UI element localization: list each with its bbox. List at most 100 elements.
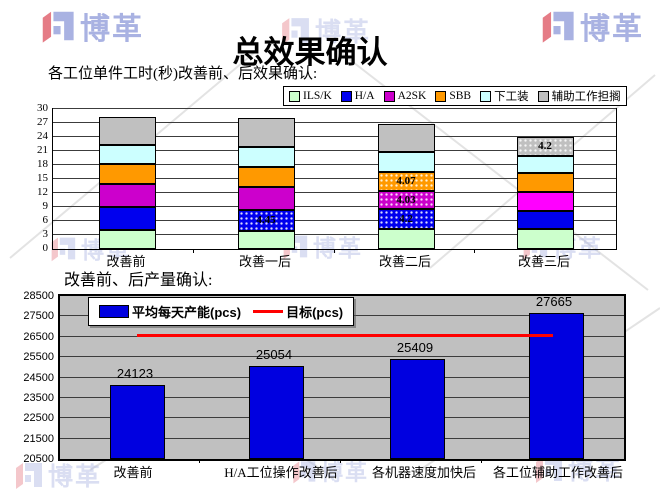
legend-label: 平均每天产能(pcs) [132, 305, 242, 320]
y-tick-label: 3 [42, 228, 49, 240]
bar-segment [237, 146, 295, 167]
bar-segment [98, 229, 156, 249]
bar-segment [98, 116, 156, 145]
bar-segment [516, 228, 574, 249]
legend-item: SBB [435, 90, 471, 102]
gridline [53, 220, 616, 221]
watermark-logo-7: 博革 [532, 451, 622, 487]
top-chart-y-axis: 0 3 6 9 12 15 18 21 24 27 30 [14, 102, 49, 254]
bar-segment: 4.2 [516, 136, 574, 157]
x-category-label: 改善二后 [378, 254, 431, 269]
x-axis-tick [481, 459, 482, 463]
gridline [53, 136, 616, 137]
boge-logo-icon [536, 457, 562, 483]
legend-item-capacity: 平均每天产能(pcs) [99, 302, 241, 321]
boge-logo-text: 博革 [48, 463, 103, 491]
legend-label: ILS/K [303, 90, 332, 102]
legend-label: SBB [449, 90, 472, 102]
x-category-label: 改善三后 [517, 254, 570, 269]
legend-item: 下工装 [480, 88, 529, 104]
watermark-logo-5: 博革 [12, 457, 102, 493]
legend-label: 目标(pcs) [286, 305, 344, 320]
legend-swatch [537, 90, 549, 102]
segment-value-label: 4.45 [256, 214, 276, 227]
x-axis-tick [340, 459, 341, 463]
bottom-chart-y-axis: 20500 21500 22500 23500 24500 25500 26500 27500… [8, 290, 54, 465]
y-tick-label: 21500 [23, 432, 54, 445]
y-tick-label: 18 [37, 158, 48, 170]
y-tick-label: 0 [42, 242, 49, 254]
y-tick-label: 15 [37, 172, 48, 184]
y-tick-label: 21 [37, 144, 48, 156]
boge-logo-text: 博革 [321, 460, 370, 485]
bar-segment [237, 187, 295, 211]
gridline [53, 122, 616, 123]
y-tick-label: 25500 [23, 351, 54, 364]
y-tick-label: 24500 [23, 371, 54, 384]
legend-swatch [340, 90, 352, 102]
target-line [137, 333, 553, 337]
gridline [53, 206, 616, 207]
gridline [53, 150, 616, 151]
x-axis-tick [333, 249, 335, 253]
boge-logo-text: 博革 [568, 457, 623, 485]
capacity-bar [248, 366, 304, 459]
bar-segment [377, 228, 435, 249]
legend-item: A2SK [383, 90, 427, 102]
boge-logo-text: 博革 [580, 13, 644, 46]
capacity-bar [528, 313, 584, 459]
y-tick-label: 27500 [23, 310, 54, 323]
bar-segment: 4.2 [377, 209, 435, 229]
x-axis-tick [474, 249, 476, 253]
bar-segment [377, 123, 435, 152]
gridline [60, 356, 624, 358]
legend-swatch [435, 90, 447, 102]
y-tick-label: 26500 [23, 330, 54, 343]
legend-label: 下工装 [494, 91, 529, 103]
top-chart-legend: ILS/K H/A A2SK SBB 下工装 辅助工作担搁 [283, 86, 627, 106]
legend-label: H/A [354, 90, 375, 102]
gridline [53, 192, 616, 193]
bar-segment [377, 151, 435, 172]
gridline [53, 178, 616, 179]
bottom-chart-legend: 平均每天产能(pcs) 目标(pcs) [88, 297, 355, 326]
boge-logo-text: 博革 [315, 17, 372, 47]
bar-segment [237, 166, 295, 188]
legend-swatch [289, 90, 300, 102]
x-axis-tick [199, 459, 200, 463]
boge-logo-icon [16, 463, 42, 489]
segment-value-label: 4.2 [538, 140, 552, 153]
capacity-bar [109, 385, 165, 459]
x-axis-tick [192, 249, 194, 253]
boge-logo-icon [542, 11, 574, 43]
legend-label: A2SK [397, 90, 427, 102]
legend-item: ILS/K [289, 90, 332, 102]
bar-segment [237, 230, 295, 249]
watermark-logo-6: 博革 [290, 455, 369, 487]
x-category-label: 各机器速度加快后 [371, 465, 476, 480]
x-category-label: 各工位辅助工作改善后 [492, 465, 623, 480]
legend-item: H/A [340, 90, 375, 102]
x-category-label: 改善前 [113, 465, 153, 480]
y-tick-label: 9 [42, 200, 49, 212]
bar-value-label: 24123 [116, 366, 154, 382]
top-chart-plot-area: 4.45 4.2 4.03 4.07 4.2 [52, 108, 617, 250]
x-category-label: H/A工位操作改善后 [224, 465, 338, 480]
y-tick-label: 23500 [23, 391, 54, 404]
y-tick-label: 30 [37, 102, 48, 114]
y-tick-label: 24 [37, 130, 48, 142]
boge-logo-icon [42, 11, 74, 43]
bar-segment [98, 183, 156, 207]
gridline [53, 234, 616, 235]
bar-segment [98, 206, 156, 230]
capacity-bar [389, 358, 445, 459]
boge-logo-icon [51, 237, 76, 261]
x-category-label: 改善一后 [238, 254, 291, 269]
legend-item: 辅助工作担搁 [537, 88, 621, 104]
bar-value-label: 27665 [535, 294, 573, 309]
bar-value-label: 25054 [255, 347, 293, 363]
legend-label: 辅助工作担搁 [551, 91, 621, 103]
bar-segment [98, 164, 156, 184]
y-tick-label: 6 [42, 214, 49, 226]
